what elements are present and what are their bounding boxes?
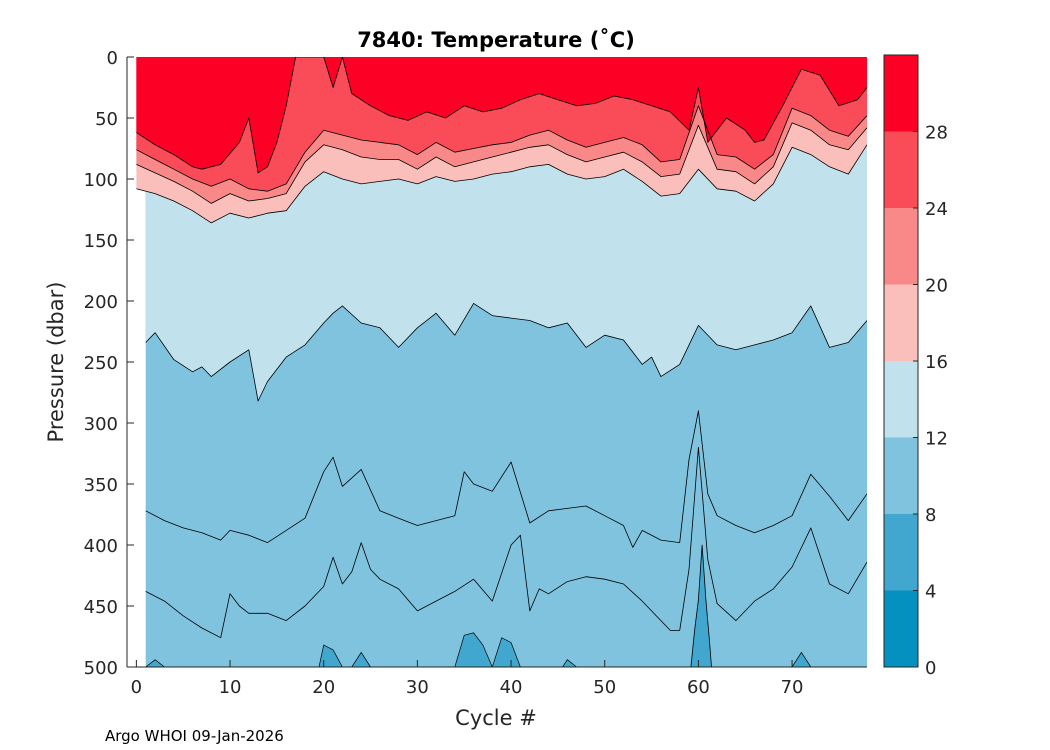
isotherm-20-line <box>136 122 867 204</box>
y-tick-label: 450 <box>84 597 118 618</box>
x-tick-label: 30 <box>406 677 429 698</box>
isotherm-8-patch-line <box>562 659 577 667</box>
isotherm-8-patch-line <box>318 644 343 667</box>
isotherm-16-line <box>136 144 867 224</box>
x-axis-ticks: 0 10 20 30 40 50 60 70 <box>131 660 804 698</box>
colorbar-tick-label: 0 <box>925 658 936 679</box>
colorbar-segment <box>884 284 918 361</box>
x-tick-label: 50 <box>593 677 616 698</box>
filled-contour-bands <box>136 57 867 667</box>
colorbar-segment <box>884 131 918 208</box>
y-axis-ticks: 0 50 100 150 200 250 300 350 400 450 500 <box>84 48 134 679</box>
band-4-8-patch <box>351 652 371 667</box>
isotherm-8-patch-line <box>454 632 493 667</box>
band-4-8-patch <box>319 645 343 667</box>
colorbar-segment <box>884 55 918 132</box>
colorbar-segment <box>884 361 918 438</box>
colorbar-tick-label: 24 <box>925 199 948 220</box>
x-tick-label: 20 <box>312 677 335 698</box>
y-tick-label: 500 <box>84 658 118 679</box>
y-tick-label: 300 <box>84 414 118 435</box>
isotherm-28-line <box>136 57 867 174</box>
y-tick-label: 400 <box>84 536 118 557</box>
band-above-28 <box>136 57 867 173</box>
y-tick-label: 100 <box>84 170 118 191</box>
isotherm-4-line <box>690 544 712 667</box>
x-tick-label: 0 <box>131 677 142 698</box>
colorbar-segment <box>884 437 918 514</box>
isotherm-8-patch-line <box>791 651 812 667</box>
isotherm-12-line <box>145 302 867 402</box>
colorbar-segment <box>884 514 918 591</box>
x-tick-label: 70 <box>781 677 804 698</box>
footer-credit: Argo WHOI 09-Jan-2026 <box>105 727 284 745</box>
colorbar-tick-label: 12 <box>925 429 948 450</box>
band-4-8-patch <box>792 652 811 667</box>
y-tick-label: 250 <box>84 353 118 374</box>
colorbar-tick-label: 16 <box>925 352 948 373</box>
y-tick-label: 50 <box>95 109 118 130</box>
x-axis-label: Cycle # <box>455 706 537 730</box>
colorbar-segment <box>884 590 918 667</box>
band-4-8-spike <box>690 545 712 667</box>
colorbar-segment <box>884 208 918 285</box>
band-4-8-patch <box>454 632 493 667</box>
colorbar-tick-label: 8 <box>925 505 936 526</box>
isotherm-8-patch-line <box>351 651 371 667</box>
band-4-8-patch <box>492 637 521 667</box>
chart-title: 7840: Temperature (˚C) <box>357 28 635 52</box>
y-tick-label: 200 <box>84 292 118 313</box>
band-4-8-patch <box>562 659 577 667</box>
y-tick-label: 150 <box>84 231 118 252</box>
isotherm-lines <box>136 57 867 667</box>
isotherm-8-patch-line <box>145 659 165 667</box>
colorbar: 0 4 8 12 16 20 24 28 <box>883 54 948 679</box>
x-tick-label: 40 <box>500 677 523 698</box>
isotherm-8-line <box>145 410 867 548</box>
isotherm-8-patch-line <box>491 637 521 667</box>
band-4-8-patch <box>145 659 165 667</box>
colorbar-tick-label: 28 <box>925 123 948 144</box>
isotherm-24-line <box>136 105 867 192</box>
y-axis-label: Pressure (dbar) <box>44 282 68 443</box>
isotherm-8-line <box>145 446 867 639</box>
y-tick-label: 0 <box>107 48 118 69</box>
x-tick-label: 60 <box>687 677 710 698</box>
x-tick-label: 10 <box>219 677 242 698</box>
colorbar-tick-label: 20 <box>925 276 948 297</box>
colorbar-tick-label: 4 <box>925 582 936 603</box>
y-tick-label: 350 <box>84 475 118 496</box>
